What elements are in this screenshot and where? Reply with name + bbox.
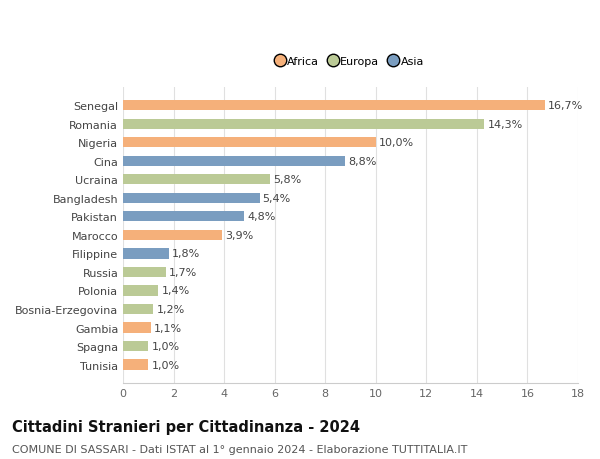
Text: 1,2%: 1,2% [157,304,185,314]
Text: 10,0%: 10,0% [379,138,414,148]
Text: 1,7%: 1,7% [169,268,197,277]
Text: 1,1%: 1,1% [154,323,182,333]
Text: Cittadini Stranieri per Cittadinanza - 2024: Cittadini Stranieri per Cittadinanza - 2… [12,419,360,434]
Bar [123,341,148,352]
Text: 1,4%: 1,4% [161,286,190,296]
Bar [123,175,269,185]
Text: 1,8%: 1,8% [172,249,200,259]
Text: 1,0%: 1,0% [151,341,179,351]
Bar [123,119,484,129]
Text: 3,9%: 3,9% [224,230,253,241]
Bar [123,230,221,241]
Bar [123,138,376,148]
Bar [123,193,260,203]
Text: 16,7%: 16,7% [548,101,583,111]
Bar [123,286,158,296]
Bar [123,212,244,222]
Text: 8,8%: 8,8% [349,157,377,167]
Bar [123,157,346,167]
Text: 5,8%: 5,8% [272,175,301,185]
Bar [123,101,545,111]
Bar [123,249,169,259]
Text: 14,3%: 14,3% [487,119,523,129]
Text: COMUNE DI SASSARI - Dati ISTAT al 1° gennaio 2024 - Elaborazione TUTTITALIA.IT: COMUNE DI SASSARI - Dati ISTAT al 1° gen… [12,444,467,454]
Bar [123,360,148,370]
Bar [123,267,166,277]
Bar [123,323,151,333]
Text: 1,0%: 1,0% [151,360,179,370]
Bar [123,304,154,314]
Text: 5,4%: 5,4% [263,193,291,203]
Text: 4,8%: 4,8% [247,212,276,222]
Legend: Africa, Europa, Asia: Africa, Europa, Asia [275,55,426,69]
